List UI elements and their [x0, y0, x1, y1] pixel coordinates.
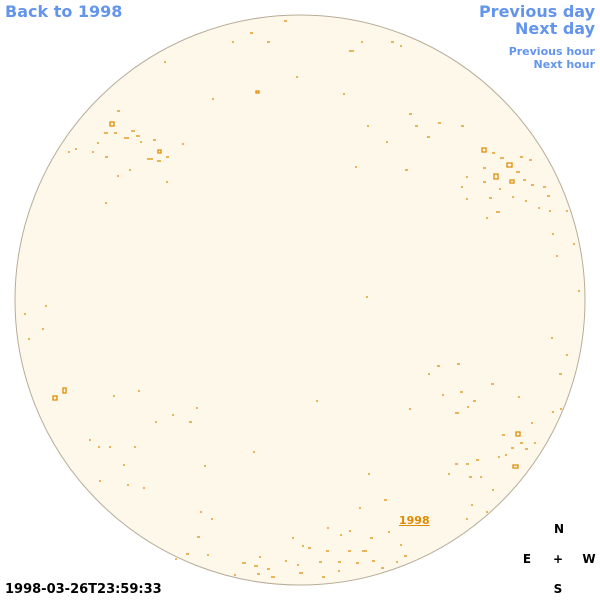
- next-hour-link[interactable]: Next hour: [533, 58, 596, 71]
- compass-east: E: [522, 552, 532, 566]
- compass-south: S: [553, 582, 563, 596]
- timestamp: 1998-03-26T23:59:33: [5, 582, 162, 597]
- compass-north: N: [553, 522, 565, 536]
- back-link[interactable]: Back to 1998: [5, 2, 123, 21]
- compass-center: +: [552, 552, 564, 566]
- active-regions: [24, 20, 580, 578]
- year-link[interactable]: 1998: [399, 514, 430, 527]
- next-day-link[interactable]: Next day: [515, 19, 595, 38]
- previous-day-link[interactable]: Previous day: [478, 2, 595, 21]
- previous-hour-link[interactable]: Previous hour: [508, 45, 595, 58]
- solar-disk: [14, 14, 586, 586]
- compass-west: W: [582, 552, 596, 566]
